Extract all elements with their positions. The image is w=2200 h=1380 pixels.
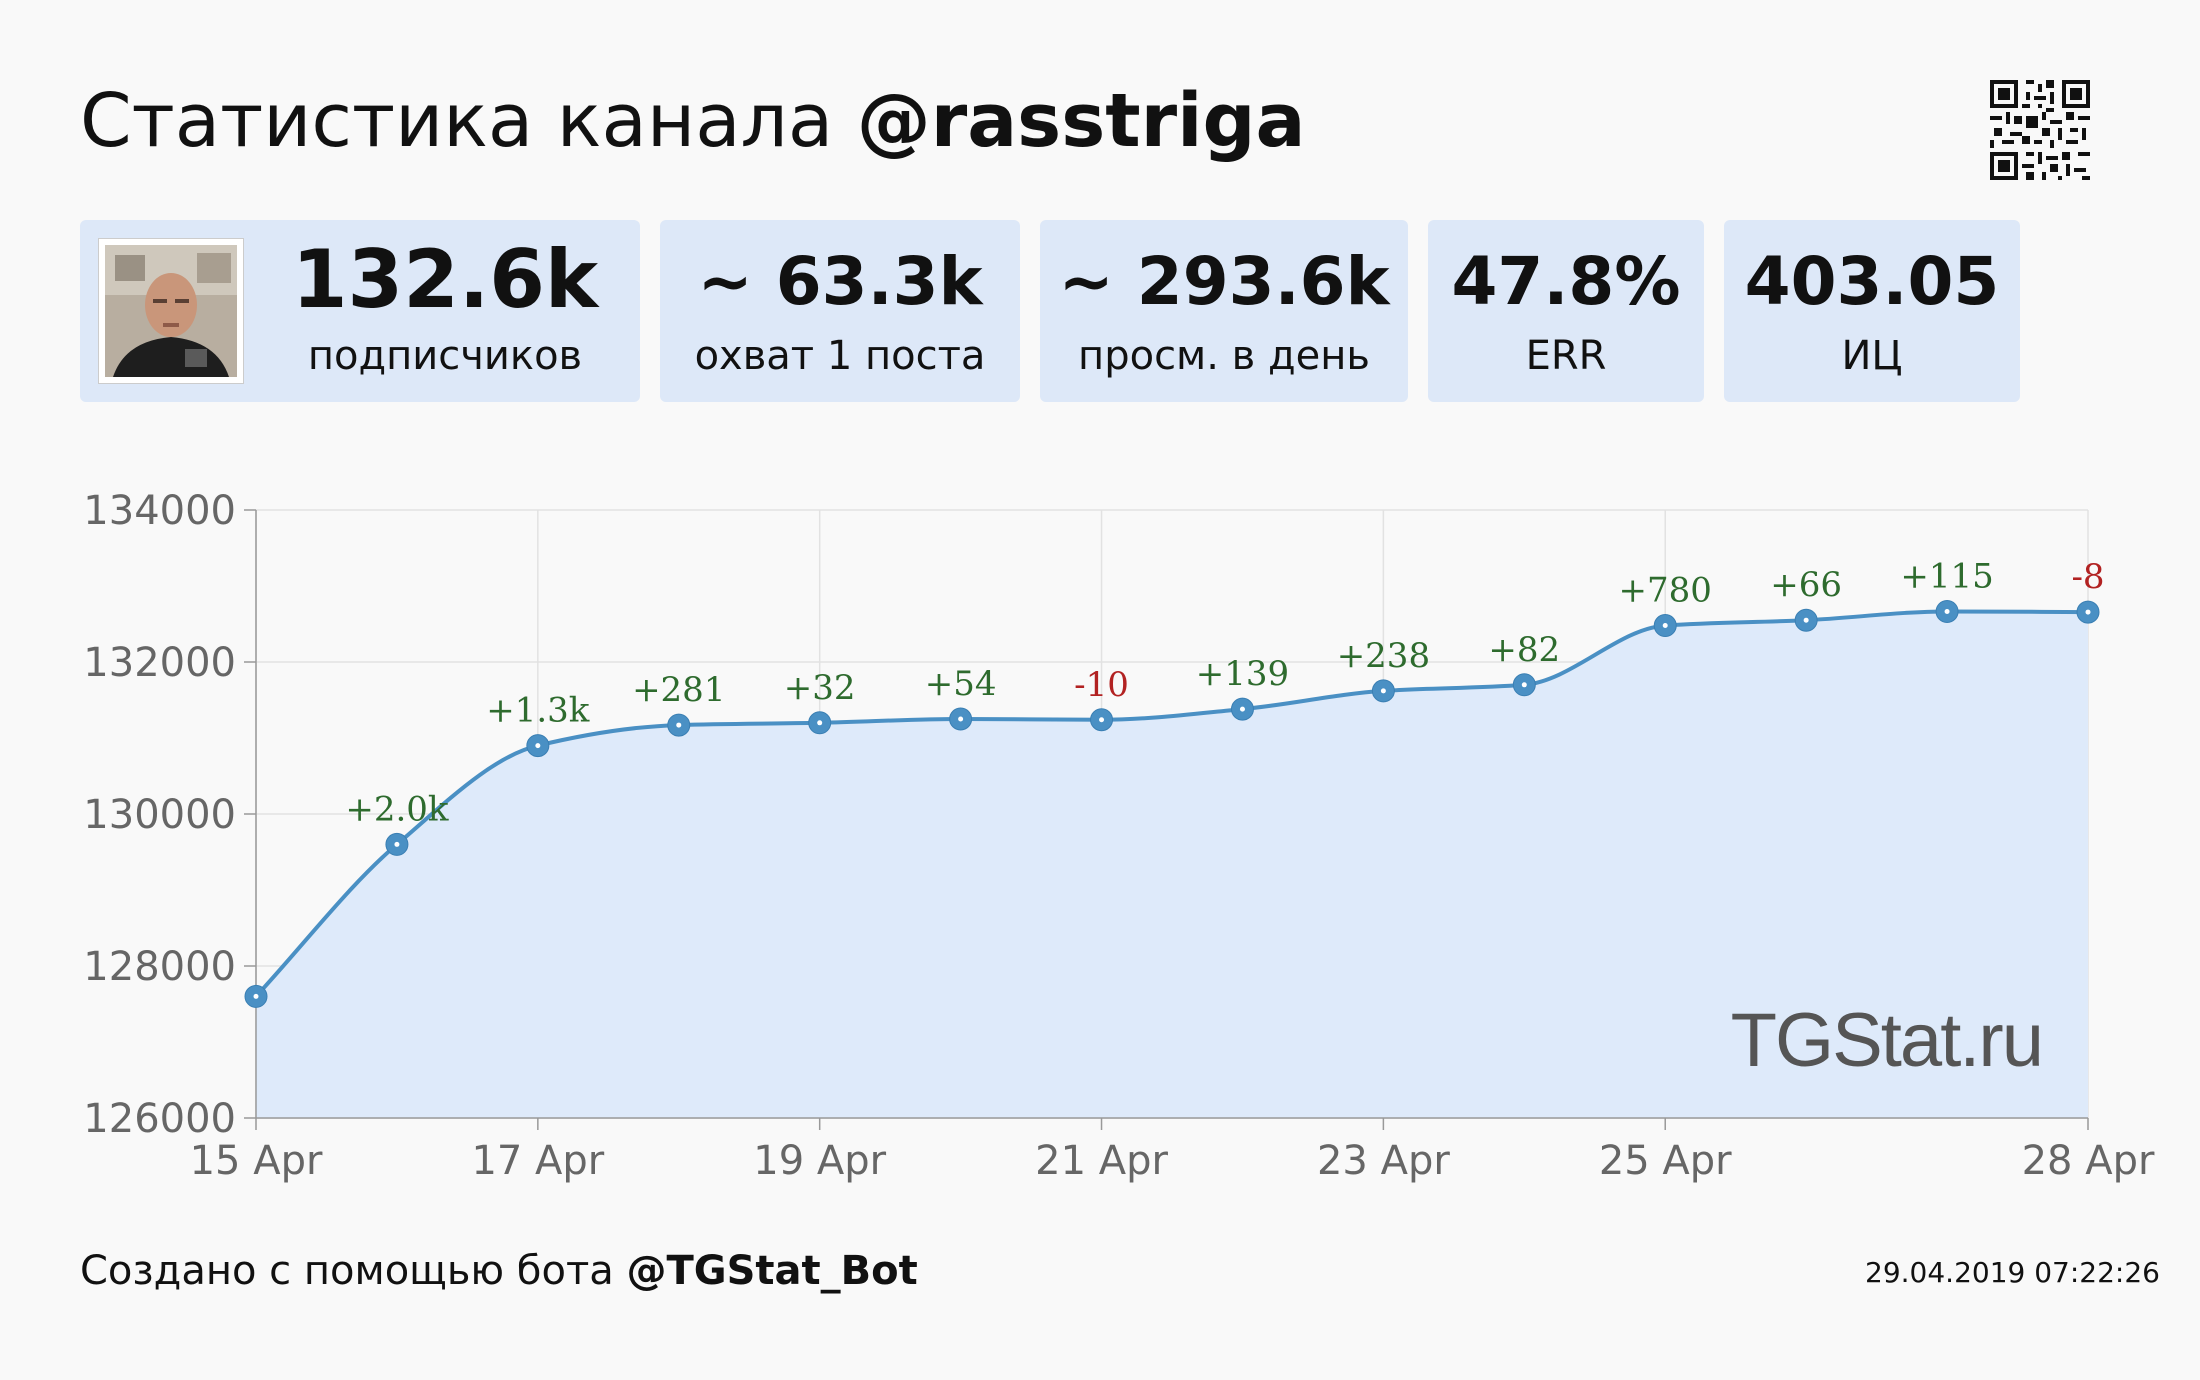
qr-code-icon xyxy=(1990,80,2090,180)
data-point-center xyxy=(817,720,823,726)
data-label: -10 xyxy=(1074,665,1129,705)
data-label: +281 xyxy=(632,670,725,710)
subscribers-label: подписчиков xyxy=(307,333,583,379)
stats-cards: 132.6k подписчиков ~ 63.3k охват 1 поста… xyxy=(0,220,2200,402)
data-label: -8 xyxy=(2071,557,2104,597)
y-tick-label: 132000 xyxy=(83,640,236,686)
page-title: Статистика канала @rasstriga xyxy=(80,84,1305,158)
data-label: +139 xyxy=(1196,654,1289,694)
x-tick-label: 21 Apr xyxy=(1035,1138,1168,1184)
data-label: +54 xyxy=(925,664,997,704)
footer: Создано с помощью бота @TGStat_Bot xyxy=(80,1248,918,1294)
data-point-center xyxy=(1803,617,1809,623)
data-point-center xyxy=(394,841,400,847)
y-tick-label: 128000 xyxy=(83,944,236,990)
footer-text: Создано с помощью бота xyxy=(80,1248,614,1294)
data-point-center xyxy=(1099,717,1105,723)
citation-index-value: 403.05 xyxy=(1744,243,2000,320)
data-point-center xyxy=(1239,706,1245,712)
timestamp: 29.04.2019 07:22:26 xyxy=(1865,1256,2160,1289)
data-label: +2.0k xyxy=(345,789,449,829)
title-prefix: Статистика канала xyxy=(80,78,834,164)
y-tick-label: 134000 xyxy=(83,488,236,534)
data-label: +780 xyxy=(1619,571,1712,611)
bot-handle[interactable]: @TGStat_Bot xyxy=(626,1248,918,1294)
subscribers-value: 132.6k xyxy=(291,233,599,326)
citation-index-label: ИЦ xyxy=(1841,333,1903,379)
data-point-center xyxy=(676,722,682,728)
stat-card-reach: ~ 63.3k охват 1 поста xyxy=(660,220,1020,402)
stat-card-subscribers: 132.6k подписчиков xyxy=(80,220,640,402)
daily-views-label: просм. в день xyxy=(1078,333,1370,379)
data-point-center xyxy=(1380,688,1386,694)
series-area xyxy=(256,611,2088,1118)
data-label: +32 xyxy=(784,668,856,708)
data-point-center xyxy=(1944,608,1950,614)
data-point-center xyxy=(535,743,541,749)
data-point-center xyxy=(958,716,964,722)
reach-label: охват 1 поста xyxy=(694,333,986,379)
data-point-center xyxy=(1521,682,1527,688)
data-point-center xyxy=(253,993,259,999)
y-tick-label: 130000 xyxy=(83,792,236,838)
channel-handle[interactable]: @rasstriga xyxy=(856,78,1306,164)
x-tick-label: 17 Apr xyxy=(471,1138,604,1184)
data-label: +66 xyxy=(1770,565,1842,605)
err-value: 47.8% xyxy=(1451,243,1681,320)
y-tick-label: 126000 xyxy=(83,1096,236,1142)
x-tick-label: 19 Apr xyxy=(753,1138,886,1184)
watermark: TGStat.ru xyxy=(1731,998,2042,1083)
daily-views-value: ~ 293.6k xyxy=(1058,243,1390,320)
subscribers-chart: 126000 128000 130000 132000 134000 15 Apr 17 A… xyxy=(83,488,2155,1184)
stat-card-err: 47.8% ERR xyxy=(1428,220,1704,402)
stat-card-citation-index: 403.05 ИЦ xyxy=(1724,220,2020,402)
x-tick-label: 25 Apr xyxy=(1599,1138,1732,1184)
x-tick-label: 15 Apr xyxy=(190,1138,323,1184)
avatar xyxy=(98,238,244,384)
data-point-center xyxy=(1662,623,1668,629)
data-label: +1.3k xyxy=(486,691,590,731)
stat-card-daily-views: ~ 293.6k просм. в день xyxy=(1040,220,1408,402)
data-point-center xyxy=(2085,609,2091,615)
err-label: ERR xyxy=(1525,333,1607,379)
x-tick-label: 28 Apr xyxy=(2022,1138,2155,1184)
data-label: +238 xyxy=(1337,636,1430,676)
x-tick-label: 23 Apr xyxy=(1317,1138,1450,1184)
channel-avatar-icon xyxy=(105,245,237,377)
reach-value: ~ 63.3k xyxy=(697,243,983,320)
data-label: +82 xyxy=(1488,630,1560,670)
data-label: +115 xyxy=(1900,556,1993,596)
